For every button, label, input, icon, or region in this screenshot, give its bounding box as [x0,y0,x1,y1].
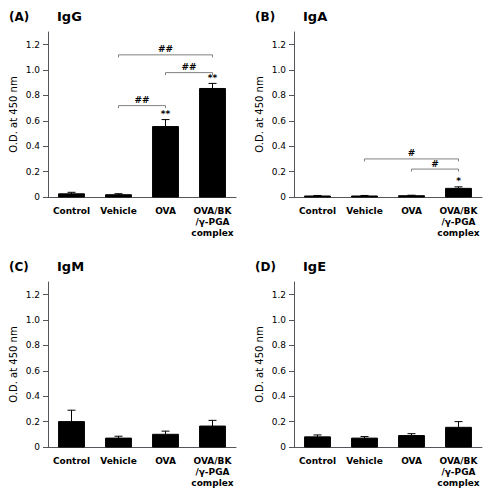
svg-text:0: 0 [34,192,40,202]
svg-text:Vehicle: Vehicle [100,206,137,216]
svg-text:1.2: 1.2 [26,290,40,300]
svg-text:OVA/BK: OVA/BK [440,206,479,216]
svg-text:Vehicle: Vehicle [346,456,383,466]
svg-text:IgG: IgG [57,9,82,24]
svg-text:Control: Control [53,206,90,216]
svg-text:OVA: OVA [155,456,176,466]
svg-text:1.2: 1.2 [26,40,40,50]
svg-text:/γ-PGA: /γ-PGA [195,467,229,477]
svg-text:0.2: 0.2 [272,167,286,177]
svg-text:0: 0 [280,192,286,202]
svg-text:1.2: 1.2 [272,40,286,50]
svg-text:IgM: IgM [57,259,84,274]
svg-text:0.2: 0.2 [272,417,286,427]
svg-text:OVA/BK: OVA/BK [194,456,233,466]
svg-text:0: 0 [34,442,40,452]
svg-text:complex: complex [437,228,480,238]
svg-text:OVA/BK: OVA/BK [194,206,233,216]
svg-text:##: ## [181,62,196,72]
svg-text:IgE: IgE [303,259,326,274]
svg-text:0.8: 0.8 [272,90,287,100]
svg-text:/γ-PGA: /γ-PGA [441,217,475,227]
svg-text:0.8: 0.8 [272,340,287,350]
svg-text:0.2: 0.2 [26,417,40,427]
svg-text:(A): (A) [9,10,29,24]
svg-text:0.8: 0.8 [26,90,41,100]
svg-text:0.6: 0.6 [26,366,41,376]
svg-text:/γ-PGA: /γ-PGA [195,217,229,227]
svg-text:complex: complex [437,478,480,488]
svg-text:0.4: 0.4 [26,391,41,401]
svg-text:Vehicle: Vehicle [100,456,137,466]
svg-text:##: ## [158,44,173,54]
svg-text:OVA/BK: OVA/BK [440,456,479,466]
svg-text:(D): (D) [255,260,276,274]
svg-text:1.0: 1.0 [272,65,287,75]
svg-text:##: ## [134,95,149,105]
svg-text:**: ** [161,109,171,119]
svg-text:OVA: OVA [155,206,176,216]
svg-text:1.0: 1.0 [26,315,41,325]
svg-text:#: # [431,159,439,169]
svg-text:OVA: OVA [401,456,422,466]
svg-text:1.0: 1.0 [26,65,41,75]
svg-text:Vehicle: Vehicle [346,206,383,216]
svg-text:(C): (C) [9,260,29,274]
svg-text:(B): (B) [255,10,275,24]
svg-text:OVA: OVA [401,206,422,216]
svg-text:Control: Control [53,456,90,466]
svg-text:complex: complex [191,478,234,488]
svg-text:1.0: 1.0 [272,315,287,325]
svg-text:0.4: 0.4 [272,391,287,401]
svg-text:/γ-PGA: /γ-PGA [441,467,475,477]
svg-text:#: # [408,148,416,158]
svg-text:0.4: 0.4 [272,141,287,151]
svg-text:*: * [456,176,461,186]
svg-text:O.D. at 450 nm: O.D. at 450 nm [254,326,265,402]
svg-text:O.D. at 450 nm: O.D. at 450 nm [8,76,19,152]
svg-text:Control: Control [299,456,336,466]
svg-text:0.8: 0.8 [26,340,41,350]
svg-text:0.2: 0.2 [26,167,40,177]
svg-text:1.2: 1.2 [272,290,286,300]
svg-text:O.D. at 450 nm: O.D. at 450 nm [8,326,19,402]
svg-text:IgA: IgA [303,9,327,24]
svg-text:0.6: 0.6 [272,366,287,376]
svg-text:Control: Control [299,206,336,216]
svg-text:complex: complex [191,228,234,238]
svg-text:O.D. at 450 nm: O.D. at 450 nm [254,76,265,152]
svg-text:0.6: 0.6 [272,116,287,126]
svg-text:0.4: 0.4 [26,141,41,151]
svg-text:0.6: 0.6 [26,116,41,126]
svg-text:0: 0 [280,442,286,452]
